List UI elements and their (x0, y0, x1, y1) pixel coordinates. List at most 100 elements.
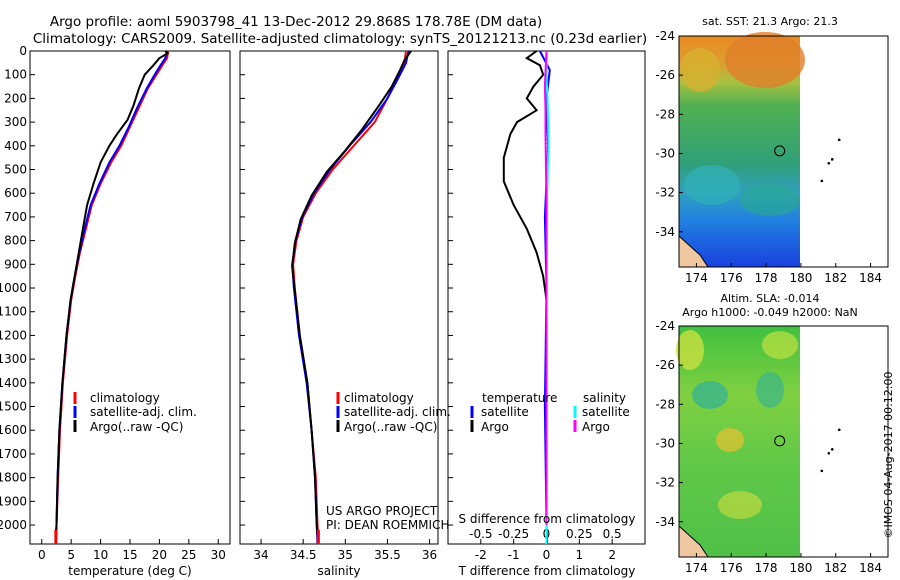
sla-map-teal-patch-1 (692, 381, 728, 409)
sla_map-y-tick-label: -28 (655, 397, 675, 411)
difference-secondary-x-tick-label: -0.5 (469, 527, 492, 541)
sst_map-y-tick-label: -28 (655, 107, 675, 121)
temperature-y-tick-label: 300 (4, 115, 27, 129)
difference-axis-ticks: -2 -1 0 1 2-0.5 -0.25 0 0.25 0.5 (448, 50, 622, 562)
temperature-x-tick-label: 25 (181, 548, 196, 562)
salinity-series-group (291, 50, 412, 545)
temperature-x-tick-label: 15 (122, 548, 137, 562)
temperature-series-climatology (54, 50, 170, 545)
sst_map-island-marker (830, 158, 834, 161)
temperature-y-tick-label: 100 (4, 68, 27, 82)
temperature-y-tick-label: 1800 (0, 471, 27, 485)
sla_map-y-tick-label: -26 (655, 358, 675, 372)
temperature-axis-ticks: 0 5 10 15 20 25 300100200300400500600700800900… (0, 44, 226, 562)
temperature-y-tick-label: 1700 (0, 447, 27, 461)
sla-map-title-line1: Altim. SLA: -0.014 (720, 292, 819, 305)
difference-legend-s-satellite: satellite (582, 405, 630, 419)
salinity-series-satellite-adj-clim- (291, 50, 410, 545)
difference-x-label: T difference from climatology (458, 564, 636, 578)
difference-series-group (502, 50, 551, 545)
temperature-y-tick-label: 500 (4, 163, 27, 177)
difference-secondary-x-tick-label: 0.25 (566, 527, 593, 541)
sst_map-y-tick-label: -34 (655, 225, 675, 239)
sst-map-field (678, 32, 805, 268)
salinity-x-tick-label: 34.5 (290, 548, 317, 562)
sst_map-island-marker (820, 179, 824, 183)
temperature-legend-climatology: climatology (90, 391, 160, 405)
sst_map-y-tick-label: -26 (655, 68, 675, 82)
sst-map-teal-patch (740, 184, 800, 216)
temperature-y-tick-label: 0 (19, 44, 27, 58)
temperature-y-tick-label: 1100 (0, 305, 27, 319)
salinity-legend-climatology: climatology (344, 391, 414, 405)
temperature-x-label: temperature (deg C) (68, 564, 191, 578)
sla-map-title-line2: Argo h1000: -0.049 h2000: NaN (682, 306, 858, 319)
temperature-x-tick-label: 20 (152, 548, 167, 562)
project-annotation-line1: US ARGO PROJECT (326, 504, 438, 518)
temperature-y-tick-label: 800 (4, 234, 27, 248)
sst-map-ticks: 174 176 178 180 182 184 -24 -26 -28 -30 -32 -34 (655, 29, 882, 285)
sla_map-argo-position-marker (774, 435, 786, 447)
sst-map-warm-patch (725, 32, 805, 88)
salinity-x-tick-label: 34 (253, 548, 268, 562)
salinity-x-label: salinity (317, 564, 360, 578)
sla_map-island-marker (837, 428, 841, 432)
sst-map-title: sat. SST: 21.3 Argo: 21.3 (702, 15, 838, 28)
salinity-legend-satellite: satellite-adj. clim. (344, 405, 451, 419)
temperature-x-tick-label: 0 (38, 548, 46, 562)
sla_map-y-tick-label: -32 (655, 476, 675, 490)
sla_map-x-tick-label: 180 (789, 561, 812, 575)
sst-map-markers (774, 138, 841, 183)
temperature-y-tick-label: 1500 (0, 400, 27, 414)
sla-map-yellow-patch-3 (718, 491, 762, 519)
figure-title-line2: Climatology: CARS2009. Satellite-adjuste… (33, 31, 647, 47)
sla_map-island-marker (830, 448, 834, 451)
sla_map-x-tick-label: 184 (859, 561, 882, 575)
sla_map-island-marker (820, 469, 824, 473)
sst_map-x-tick-label: 178 (755, 271, 778, 285)
sla-map-frame (678, 325, 889, 558)
sst-map-yellow-patch (680, 48, 720, 92)
temperature-y-tick-label: 900 (4, 257, 27, 271)
difference-secondary-x-tick-label: 0.5 (603, 527, 622, 541)
temperature-y-tick-label: 1200 (0, 328, 27, 342)
temperature-y-tick-label: 400 (4, 139, 27, 153)
imos-credit: ©IMOS 04-Aug-2017 00:12:00 (882, 372, 895, 539)
salinity-legend-argo: Argo(..raw -QC) (344, 420, 437, 434)
temperature-legend: climatology satellite-adj. clim. Argo(..… (73, 391, 197, 434)
temperature-x-tick-label: 5 (67, 548, 75, 562)
salinity-legend: climatology satellite-adj. clim. Argo(..… (336, 391, 451, 434)
sst_map-x-tick-label: 184 (859, 271, 882, 285)
sst_map-y-tick-label: -32 (655, 186, 675, 200)
temperature-y-tick-label: 700 (4, 210, 27, 224)
temperature-legend-satellite: satellite-adj. clim. (90, 405, 197, 419)
temperature-y-tick-label: 1900 (0, 494, 27, 508)
temperature-y-tick-label: 2000 (0, 518, 27, 532)
difference-x-tick-label: 0 (543, 548, 551, 562)
difference-x-tick-label: 2 (608, 548, 616, 562)
sla_map-y-tick-label: -24 (655, 319, 675, 333)
difference-x-tick-label: -2 (475, 548, 487, 562)
sst-map-cyan-patch (684, 165, 740, 205)
sst_map-x-tick-label: 180 (789, 271, 812, 285)
sla_map-x-tick-label: 182 (824, 561, 847, 575)
sla_map-y-tick-label: -30 (655, 436, 675, 450)
temperature-y-tick-label: 200 (4, 91, 27, 105)
sst_map-y-tick-label: -24 (655, 29, 675, 43)
salinity-x-tick-label: 35 (338, 548, 353, 562)
figure-title-line1: Argo profile: aoml 5903798_41 13-Dec-201… (50, 14, 542, 30)
salinity-axis-ticks: 34 34.5 35 35.5 36 (240, 50, 437, 562)
temperature-series-group (54, 50, 170, 545)
difference-legend-salinity-title: salinity (583, 391, 626, 405)
sst-map-frame (678, 35, 889, 268)
temperature-x-tick-label: 10 (93, 548, 108, 562)
sla-map-markers (774, 428, 841, 473)
temperature-y-tick-label: 1600 (0, 423, 27, 437)
sst_map-x-tick-label: 176 (720, 271, 743, 285)
sst_map-island-marker (837, 138, 841, 142)
difference-secondary-x-label: S difference from climatology (459, 512, 636, 526)
sst_map-x-tick-label: 174 (685, 271, 708, 285)
project-annotation-line2: PI: DEAN ROEMMICH (326, 518, 449, 532)
sla_map-island-marker (827, 451, 831, 455)
